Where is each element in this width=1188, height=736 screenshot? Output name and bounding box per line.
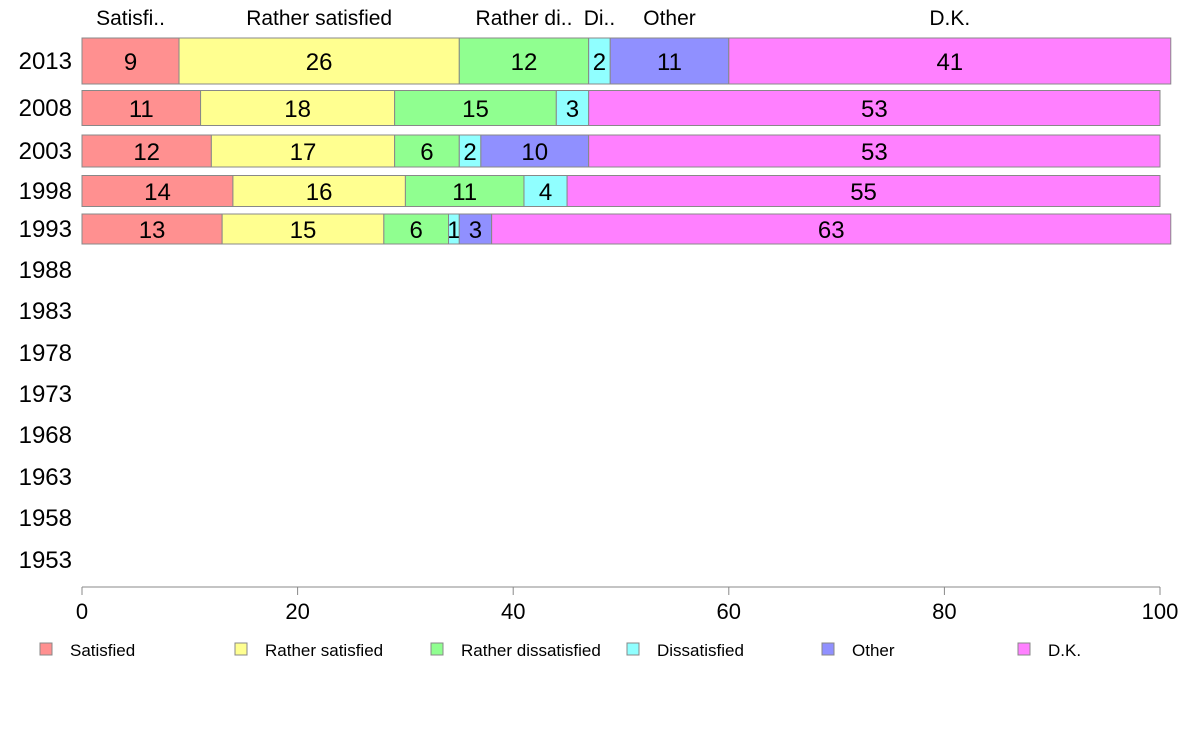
bar-segment (394, 90, 557, 126)
bar-value-label: 16 (306, 179, 333, 206)
bar-segment (480, 134, 590, 168)
bar-value-label: 13 (139, 217, 166, 244)
category-label: 1968 (19, 422, 72, 449)
bar-segment (81, 134, 212, 168)
series-header-label: D.K. (929, 7, 970, 30)
category-label: 1963 (19, 464, 72, 491)
bar-value-label: 63 (818, 217, 845, 244)
bar-value-label: 6 (420, 139, 433, 166)
bar-segment (458, 37, 590, 85)
bar-value-label: 11 (129, 96, 154, 123)
x-axis: 0 20 40 60 80 100 (76, 586, 1179, 624)
series-header-label: Satisfi.. (96, 7, 165, 30)
legend-label: Other (852, 641, 895, 660)
bar-value-label: 4 (539, 179, 552, 206)
legend-swatch (234, 642, 248, 656)
category-label: 1953 (19, 547, 72, 574)
x-tick-label: 60 (717, 599, 741, 624)
bar-segment (491, 213, 1172, 245)
legend-swatch (430, 642, 444, 656)
legend-swatch (39, 642, 53, 656)
bar-segment (566, 175, 1161, 207)
bar-value-label: 15 (462, 96, 489, 123)
x-tick-label: 100 (1142, 599, 1179, 624)
category-label: 2008 (19, 95, 72, 122)
bar-value-label: 11 (452, 179, 477, 206)
bar-segment (81, 90, 202, 126)
x-tick-label: 20 (285, 599, 309, 624)
bar-value-label: 6 (410, 217, 423, 244)
category-label: 1958 (19, 505, 72, 532)
bar-segment (394, 134, 460, 168)
category-label: 1988 (19, 257, 72, 284)
legend: Satisfied Rather satisfied Rather dissatis… (39, 641, 1081, 660)
bar-value-label: 26 (306, 49, 333, 76)
legend-label: Rather satisfied (265, 641, 383, 660)
bar-segment (609, 37, 730, 85)
category-label: 1998 (19, 178, 72, 205)
bar-value-label: 15 (290, 217, 317, 244)
x-tick-label: 40 (501, 599, 525, 624)
bar-value-label: 12 (511, 49, 538, 76)
bar-value-label: 53 (861, 139, 888, 166)
legend-label: D.K. (1048, 641, 1081, 660)
category-label: 2003 (19, 138, 72, 165)
bar-segment (178, 37, 460, 85)
legend-swatch (1017, 642, 1031, 656)
category-label: 1978 (19, 340, 72, 367)
bar-value-label: 1 (447, 217, 460, 244)
bar-value-label: 3 (469, 217, 482, 244)
series-header-label: Rather di.. (476, 7, 573, 30)
legend-swatch (626, 642, 640, 656)
bar-segment (232, 175, 406, 207)
category-label: 2013 (19, 48, 72, 75)
bar-segment (588, 90, 1161, 126)
legend-swatch (821, 642, 835, 656)
bar-value-label: 2 (593, 49, 606, 76)
bar-segment (728, 37, 1172, 85)
series-header-label: Di.. (584, 7, 616, 30)
bar-value-label: 17 (290, 139, 317, 166)
legend-label: Dissatisfied (657, 641, 744, 660)
bar-value-label: 12 (133, 139, 160, 166)
category-label: 1973 (19, 381, 72, 408)
bar-value-label: 2 (463, 139, 476, 166)
bar-segment (81, 213, 223, 245)
bar-segment (383, 213, 450, 245)
category-labels: 2013 2008 2003 1998 1993 1988 1983 1978 1973 1968… (19, 48, 72, 574)
bar-value-label: 11 (657, 49, 682, 76)
category-label: 1983 (19, 298, 72, 325)
bar-value-label: 9 (124, 49, 137, 76)
bar-value-label: 55 (850, 179, 877, 206)
series-header-label: Rather satisfied (246, 7, 392, 30)
bar-value-label: 53 (861, 96, 888, 123)
x-tick-label: 80 (932, 599, 956, 624)
bar-value-label: 18 (284, 96, 311, 123)
bar-value-label: 10 (521, 139, 548, 166)
bar-segment (81, 37, 180, 85)
bar-value-label: 3 (566, 96, 579, 123)
category-label: 1993 (19, 216, 72, 243)
series-header-label: Other (643, 7, 696, 30)
x-tick-label: 0 (76, 599, 88, 624)
bar-segment (404, 175, 525, 207)
header-labels: Satisfi.. Rather satisfied Rather di.. Di..… (96, 7, 970, 30)
legend-label: Rather dissatisfied (461, 641, 601, 660)
legend-label: Satisfied (70, 641, 135, 660)
bar-value-label: 41 (936, 49, 963, 76)
bar-segment (210, 134, 396, 168)
bar-segment (588, 134, 1161, 168)
bar-segment (555, 90, 590, 126)
bar-value-label: 14 (144, 179, 171, 206)
